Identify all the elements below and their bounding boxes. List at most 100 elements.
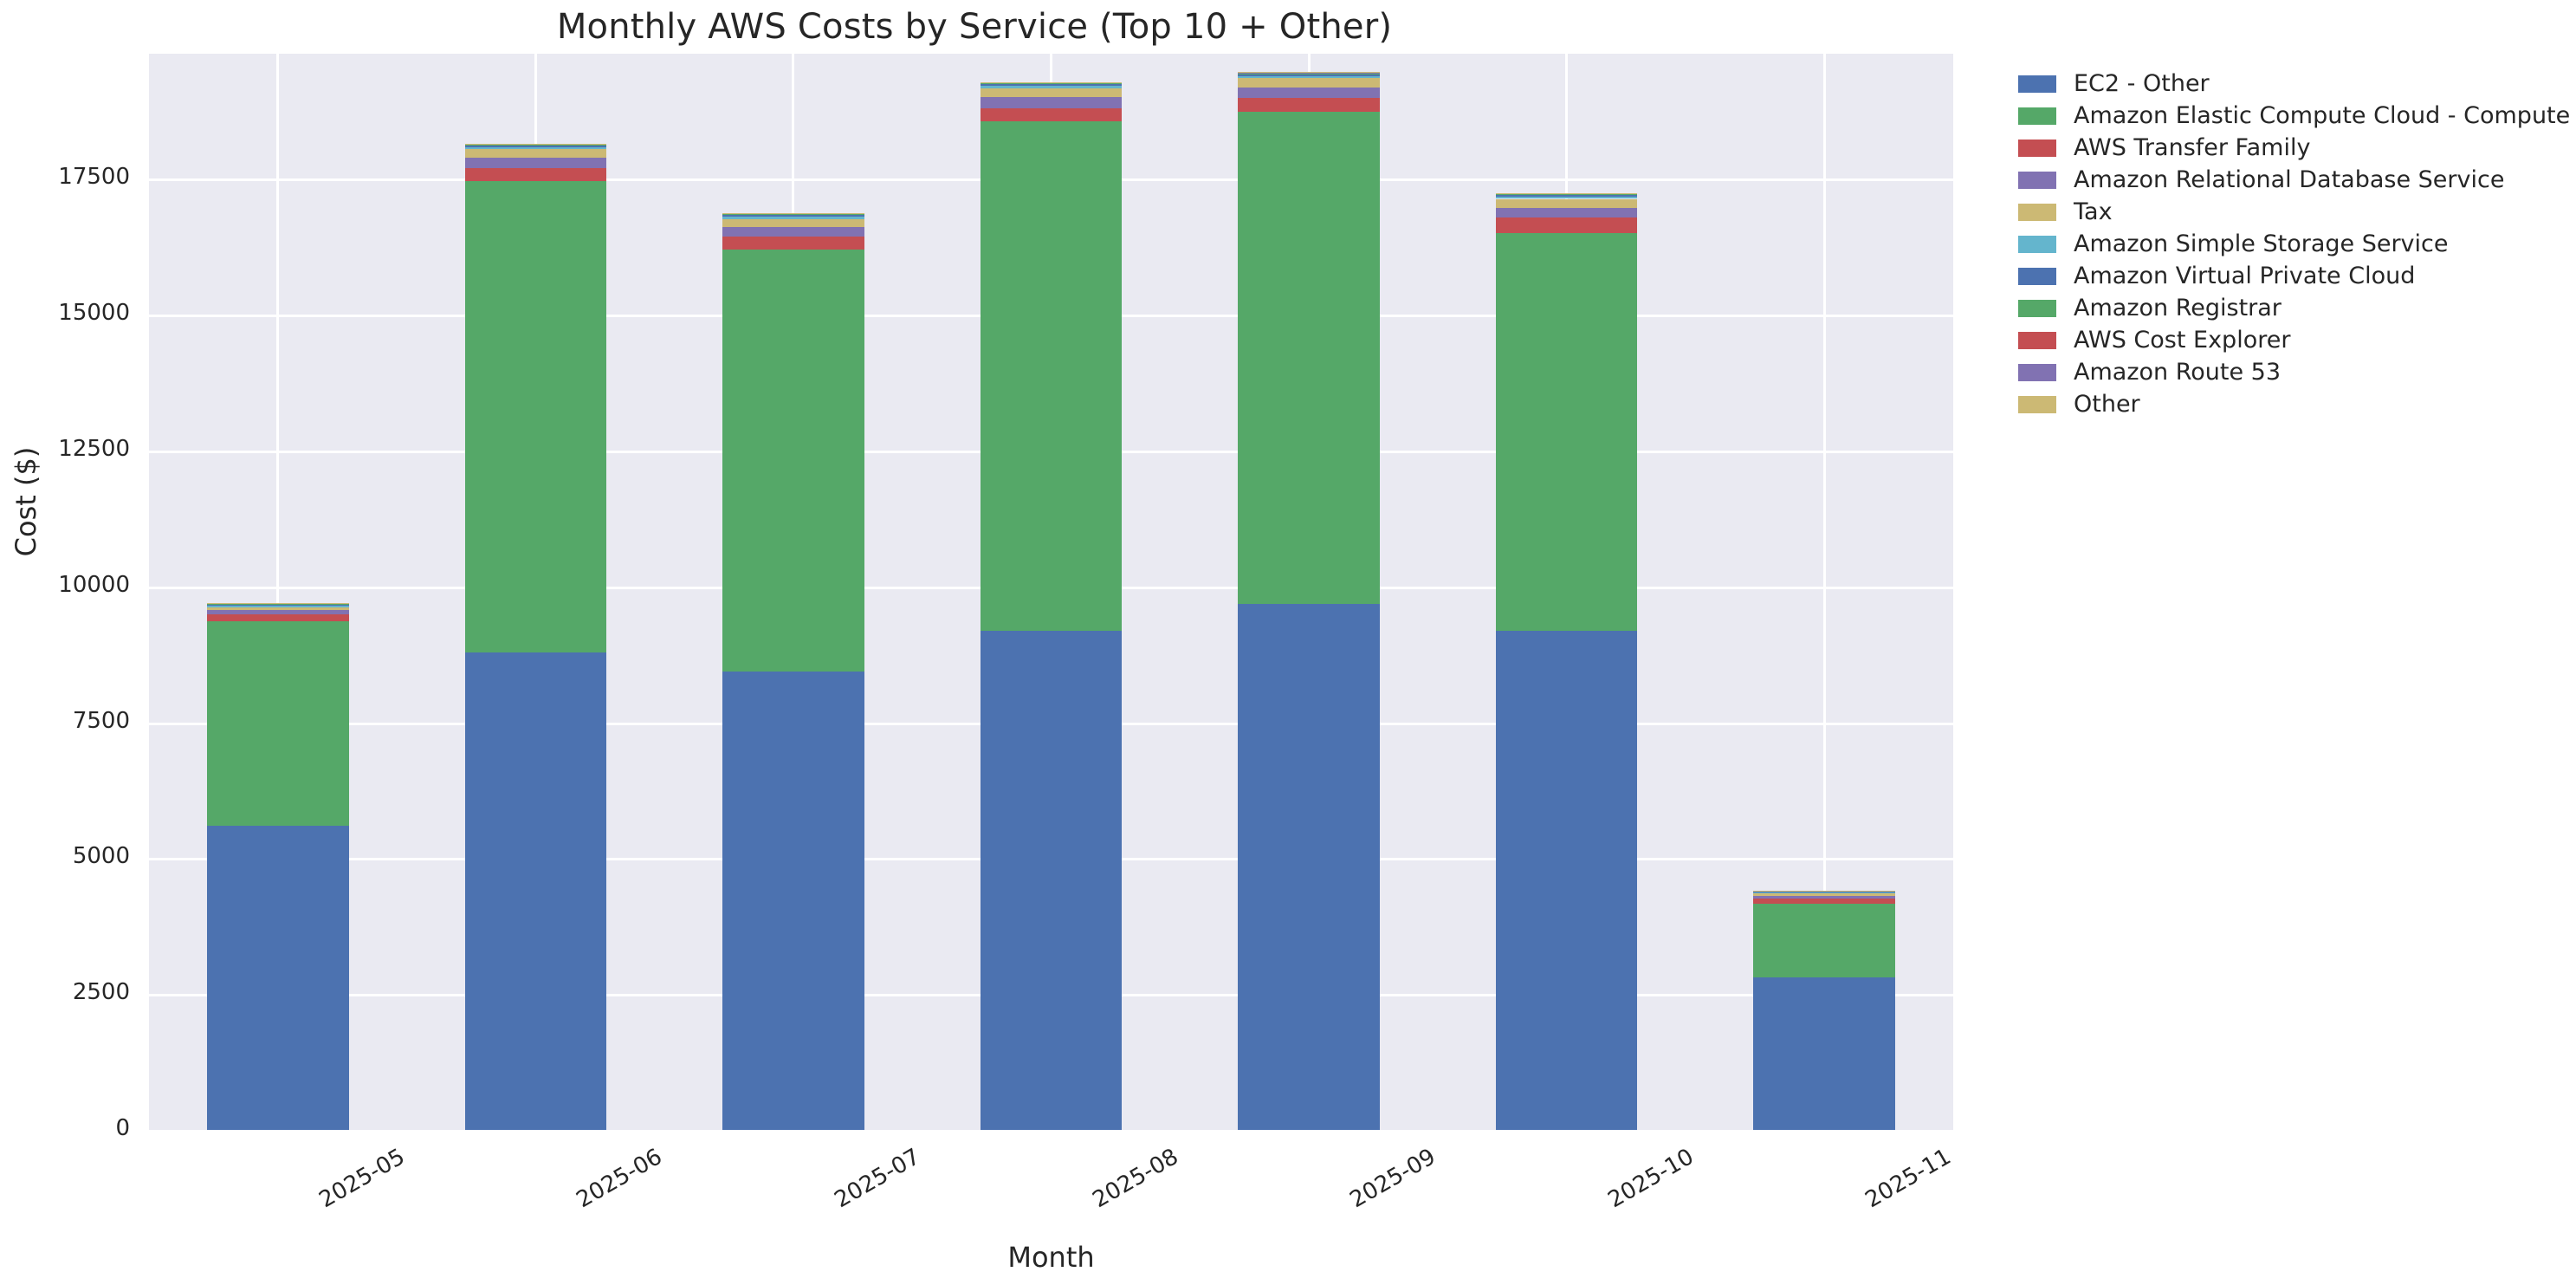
bar-segment[interactable] (980, 82, 1123, 83)
x-tick-label: 2025-08 (1088, 1144, 1183, 1214)
bar-segment[interactable] (980, 107, 1123, 122)
bar-stack[interactable] (1238, 54, 1380, 1130)
bar-segment[interactable] (1753, 904, 1896, 978)
legend: EC2 - Other Amazon Elastic Compute Cloud … (2018, 68, 2570, 420)
bar-segment[interactable] (980, 86, 1123, 88)
bar-segment[interactable] (1238, 75, 1380, 79)
bar-segment[interactable] (1495, 198, 1638, 208)
bar-segment[interactable] (1238, 112, 1380, 605)
bar-segment[interactable] (722, 227, 864, 237)
legend-item[interactable]: AWS Cost Explorer (2018, 324, 2570, 356)
legend-swatch-icon (2018, 395, 2056, 413)
legend-item[interactable]: Amazon Virtual Private Cloud (2018, 260, 2570, 292)
bar-segment[interactable] (464, 149, 607, 159)
bar-stack[interactable] (1753, 54, 1896, 1130)
bar-segment[interactable] (1495, 193, 1638, 195)
legend-item[interactable]: EC2 - Other (2018, 68, 2570, 100)
bar-segment[interactable] (722, 214, 864, 217)
bar-segment[interactable] (722, 214, 864, 215)
legend-label: Amazon Registrar (2074, 295, 2282, 321)
bar-segment[interactable] (980, 121, 1123, 632)
bar-segment[interactable] (206, 607, 349, 610)
legend-label: Amazon Virtual Private Cloud (2074, 263, 2416, 289)
legend-item[interactable]: AWS Transfer Family (2018, 132, 2570, 164)
bar-segment[interactable] (206, 614, 349, 621)
legend-label: AWS Cost Explorer (2074, 327, 2291, 354)
bar-segment[interactable] (1238, 87, 1380, 98)
y-tick-label: 2500 (72, 979, 130, 1006)
bar-segment[interactable] (722, 213, 864, 215)
bar-segment[interactable] (206, 606, 349, 608)
y-tick-label: 5000 (72, 843, 130, 870)
legend-item[interactable]: Amazon Registrar (2018, 292, 2570, 324)
bar-segment[interactable] (722, 237, 864, 250)
legend-swatch-icon (2018, 331, 2056, 349)
bar-segment[interactable] (980, 88, 1123, 98)
bar-segment[interactable] (464, 168, 607, 181)
y-tick-label: 0 (115, 1115, 130, 1141)
bar-segment[interactable] (1495, 194, 1638, 197)
bar-segment[interactable] (464, 144, 607, 145)
bar-segment[interactable] (722, 671, 864, 1130)
legend-label: EC2 - Other (2074, 70, 2210, 97)
legend-item[interactable]: Amazon Elastic Compute Cloud - Compute (2018, 100, 2570, 132)
gridline-vertical (1822, 54, 1826, 1130)
legend-item[interactable]: Amazon Relational Database Service (2018, 164, 2570, 196)
bar-segment[interactable] (1753, 977, 1896, 1130)
bar-segment[interactable] (1753, 895, 1896, 899)
bar-segment[interactable] (206, 604, 349, 607)
bar-segment[interactable] (722, 218, 864, 228)
bar-segment[interactable] (980, 83, 1123, 87)
x-tick-label: 2025-05 (314, 1144, 410, 1214)
bar-segment[interactable] (1495, 207, 1638, 218)
legend-swatch-icon (2018, 235, 2056, 253)
y-axis-label: Cost ($) (10, 446, 42, 557)
bar-stack[interactable] (206, 54, 349, 1130)
bar-segment[interactable] (1238, 72, 1380, 74)
bar-segment[interactable] (1495, 196, 1638, 199)
bar-segment[interactable] (980, 631, 1123, 1130)
bar-segment[interactable] (206, 825, 349, 1130)
legend-item[interactable]: Amazon Simple Storage Service (2018, 228, 2570, 260)
bar-stack[interactable] (1495, 54, 1638, 1130)
bar-segment[interactable] (206, 603, 349, 605)
gridline-vertical (276, 54, 280, 1130)
bar-segment[interactable] (1238, 74, 1380, 76)
bar-segment[interactable] (206, 620, 349, 826)
bar-segment[interactable] (722, 217, 864, 219)
bar-segment[interactable] (1238, 604, 1380, 1130)
bar-segment[interactable] (464, 145, 607, 147)
bar-segment[interactable] (1495, 217, 1638, 233)
bar-segment[interactable] (1495, 631, 1638, 1130)
bar-stack[interactable] (464, 54, 607, 1130)
bar-segment[interactable] (980, 97, 1123, 108)
bar-segment[interactable] (722, 249, 864, 672)
bar-segment[interactable] (1495, 233, 1638, 632)
legend-swatch-icon (2018, 107, 2056, 125)
bar-segment[interactable] (980, 82, 1123, 84)
bar-segment[interactable] (206, 603, 349, 604)
bar-segment[interactable] (464, 180, 607, 653)
bar-stack[interactable] (980, 54, 1123, 1130)
x-tick-label: 2025-09 (1345, 1144, 1440, 1214)
bar-segment[interactable] (1238, 78, 1380, 88)
bar-segment[interactable] (464, 652, 607, 1130)
bar-segment[interactable] (1753, 899, 1896, 905)
legend-swatch-icon (2018, 139, 2056, 157)
bar-segment[interactable] (1753, 892, 1896, 896)
bar-segment[interactable] (1238, 73, 1380, 75)
bar-segment[interactable] (464, 144, 607, 146)
bar-segment[interactable] (464, 158, 607, 169)
gridline-horizontal (149, 1130, 1953, 1132)
bar-stack[interactable] (722, 54, 864, 1130)
bar-segment[interactable] (206, 609, 349, 615)
legend-item[interactable]: Other (2018, 388, 2570, 420)
bar-segment[interactable] (1238, 97, 1380, 113)
legend-item[interactable]: Amazon Route 53 (2018, 356, 2570, 388)
legend-label: AWS Transfer Family (2074, 134, 2311, 161)
bar-segment[interactable] (1495, 193, 1638, 194)
legend-swatch-icon (2018, 267, 2056, 285)
bar-segment[interactable] (464, 146, 607, 150)
legend-item[interactable]: Tax (2018, 196, 2570, 228)
